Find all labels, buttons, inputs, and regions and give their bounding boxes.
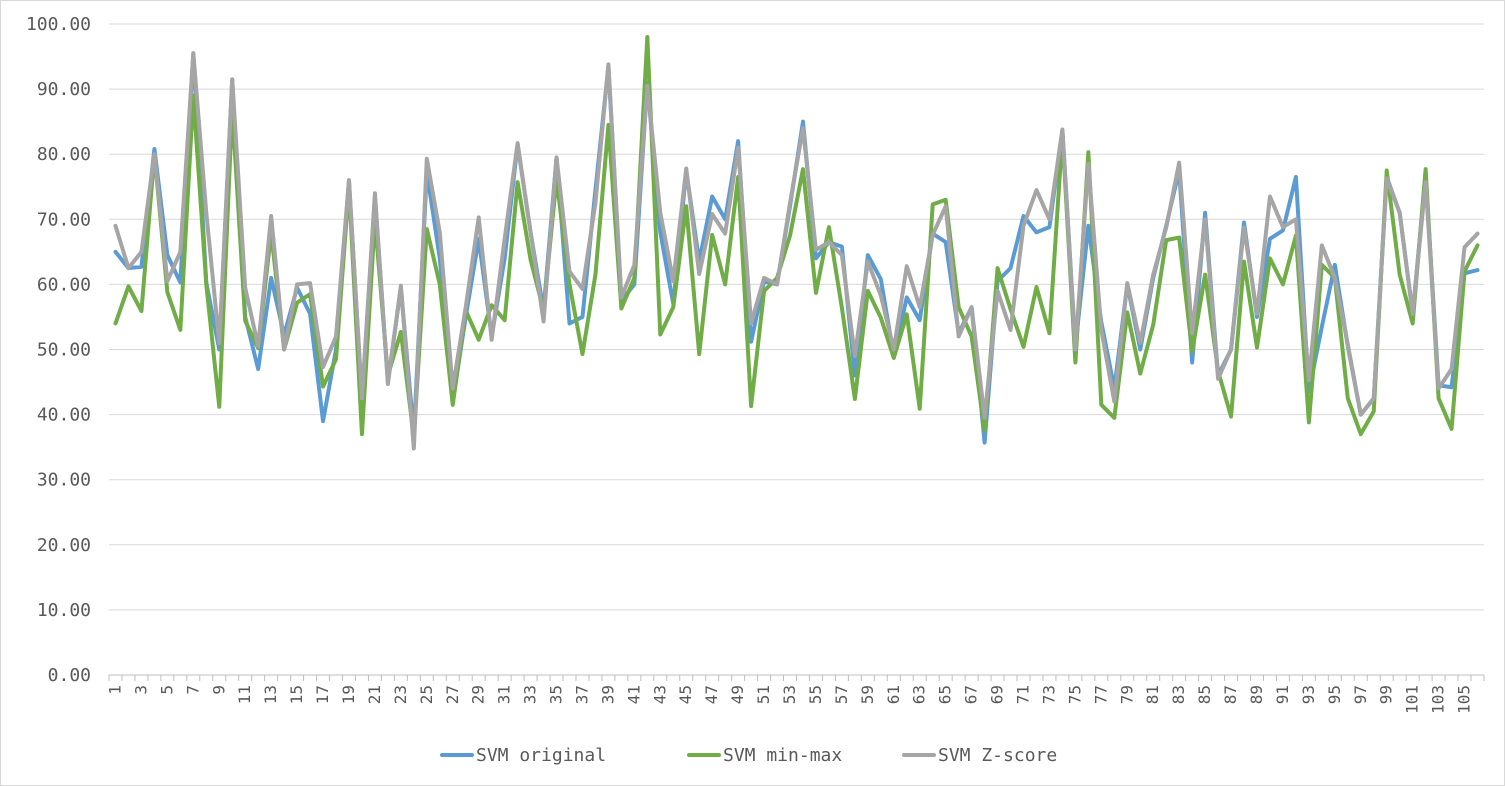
y-tick-label: 0.00 xyxy=(48,665,91,686)
x-tick-label: 29 xyxy=(469,685,488,704)
x-tick-label: 23 xyxy=(391,685,410,704)
x-tick-label: 5 xyxy=(157,685,176,695)
x-tick-label: 97 xyxy=(1351,685,1370,704)
x-tick-label: 95 xyxy=(1325,685,1344,704)
x-tick-label: 71 xyxy=(1014,685,1033,704)
x-tick-label: 65 xyxy=(936,685,955,704)
x-tick-label: 63 xyxy=(910,685,929,704)
y-tick-label: 60.00 xyxy=(37,274,91,295)
x-tick-label: 93 xyxy=(1299,685,1318,704)
x-tick-label: 39 xyxy=(598,685,617,704)
x-tick-label: 11 xyxy=(235,685,254,704)
y-tick-label: 80.00 xyxy=(37,144,91,165)
x-tick-label: 21 xyxy=(365,685,384,704)
x-axis: 1 3 5 7 9 11 13 15 17 19 21 23 25 27 29 31 33 35 37 39 41 43 4… xyxy=(105,675,1485,714)
x-tick-label: 87 xyxy=(1221,685,1240,704)
x-tick-label: 35 xyxy=(547,685,566,704)
y-tick-label: 20.00 xyxy=(37,535,91,556)
x-tick-label: 33 xyxy=(521,685,540,704)
series-lines xyxy=(113,35,1480,451)
x-tick-label: 83 xyxy=(1169,685,1188,704)
y-tick-label: 100.00 xyxy=(26,14,91,35)
y-tick-label: 50.00 xyxy=(37,340,91,361)
x-tick-label: 59 xyxy=(858,685,877,704)
x-tick-label: 25 xyxy=(417,685,436,704)
x-tick-label: 7 xyxy=(183,685,202,695)
legend: SVM original SVM min-max SVM Z-score xyxy=(440,745,1057,766)
x-tick-label: 77 xyxy=(1091,685,1110,704)
y-tick-label: 70.00 xyxy=(37,209,91,230)
x-tick-label: 31 xyxy=(495,685,514,704)
x-tick-label: 51 xyxy=(754,685,773,704)
x-tick-label: 1 xyxy=(105,685,124,695)
y-tick-label: 10.00 xyxy=(37,600,91,621)
x-tick-label: 105 xyxy=(1455,685,1474,714)
y-axis-labels: 0.00 10.00 20.00 30.00 40.00 50.00 60.00 70.00 8… xyxy=(26,14,91,686)
x-tick-label: 43 xyxy=(650,685,669,704)
x-tick-label: 67 xyxy=(962,685,981,704)
x-tick-label: 73 xyxy=(1039,685,1058,704)
x-tick-label: 81 xyxy=(1143,685,1162,704)
x-tick-label: 55 xyxy=(806,685,825,704)
series-line-svm-original xyxy=(113,51,1480,445)
y-tick-label: 90.00 xyxy=(37,79,91,100)
x-tick-label: 101 xyxy=(1403,685,1422,714)
x-tick-label: 103 xyxy=(1429,685,1448,714)
x-tick-label: 61 xyxy=(884,685,903,704)
legend-label: SVM original xyxy=(476,745,606,766)
x-tick-label: 47 xyxy=(702,685,721,704)
x-tick-label: 37 xyxy=(572,685,591,704)
x-tick-label: 75 xyxy=(1065,685,1084,704)
x-tick-label: 69 xyxy=(988,685,1007,704)
x-tick-label: 91 xyxy=(1273,685,1292,704)
x-tick-label: 53 xyxy=(780,685,799,704)
legend-label: SVM Z-score xyxy=(938,745,1057,766)
x-tick-label: 19 xyxy=(339,685,358,704)
x-tick-label: 27 xyxy=(443,685,462,704)
y-tick-label: 30.00 xyxy=(37,470,91,491)
y-tick-label: 40.00 xyxy=(37,405,91,426)
x-tick-label: 57 xyxy=(832,685,851,704)
x-tick-label: 79 xyxy=(1117,685,1136,704)
x-tick-label: 3 xyxy=(131,685,150,695)
x-tick-label: 13 xyxy=(261,685,280,704)
x-tick-label: 41 xyxy=(624,685,643,704)
legend-label: SVM min-max xyxy=(723,745,842,766)
x-tick-label: 89 xyxy=(1247,685,1266,704)
x-tick-label: 99 xyxy=(1377,685,1396,704)
x-tick-label: 85 xyxy=(1195,685,1214,704)
x-tick-label: 9 xyxy=(209,685,228,695)
series-line-svm-z-score xyxy=(113,51,1480,451)
x-tick-label: 45 xyxy=(676,685,695,704)
x-tick-label: 49 xyxy=(728,685,747,704)
x-tick-label: 15 xyxy=(287,685,306,704)
x-tick-label: 17 xyxy=(313,685,332,704)
